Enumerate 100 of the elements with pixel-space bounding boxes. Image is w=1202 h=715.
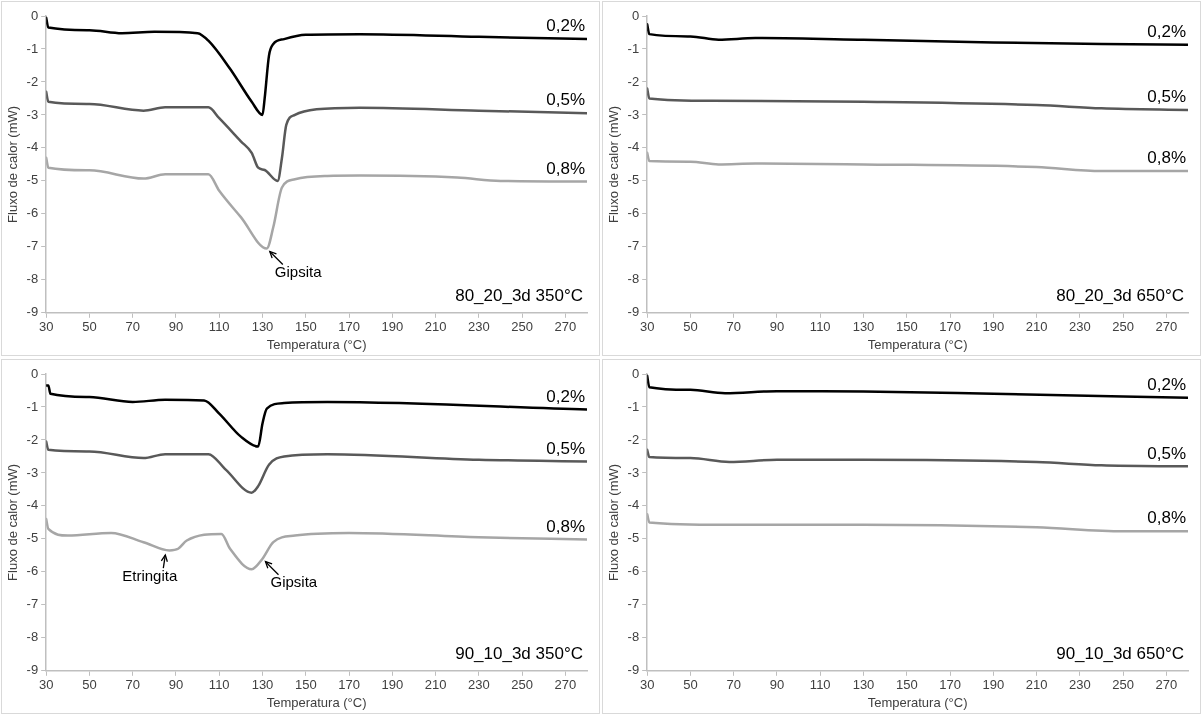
series-label: 0,5% [546,90,585,110]
x-tick-label: 210 [1025,319,1048,335]
annotation: Gipsita [274,263,323,281]
y-tick-label: 0 [631,7,640,23]
annotation: Gipsita [270,572,318,590]
x-tick-label: 270 [1155,676,1178,692]
y-axis-title: Fluxo de calor (mW) [5,463,21,581]
x-axis-title: Temperatura (°C) [867,336,968,352]
y-tick-label: -8 [26,628,39,644]
y-tick-label: 0 [30,7,39,23]
y-tick-label: -8 [627,271,640,287]
x-tick-label: 210 [424,319,447,335]
x-axis-title: Temperatura (°C) [266,694,367,710]
line-series [647,373,1188,399]
x-tick-label: 30 [38,676,54,692]
x-tick-label: 70 [125,676,140,692]
y-tick-label: -6 [26,562,39,578]
line-series [46,90,587,183]
y-tick-label: -3 [26,464,39,480]
y-tick-label: -5 [26,172,39,188]
x-tick-label: 190 [381,676,404,692]
x-tick-label: 250 [511,319,533,335]
line-series [647,512,1188,533]
x-tick-label: 170 [939,676,961,692]
x-tick-label: 130 [852,676,875,692]
line-series [647,151,1188,173]
y-tick-label: -2 [26,73,39,89]
series-label: 0,2% [546,16,585,36]
y-tick-label: -5 [627,172,640,188]
series-label: 0,8% [1147,507,1186,527]
line-series [647,87,1188,112]
y-tick-label: -6 [26,205,39,221]
x-tick-label: 190 [381,319,404,335]
y-tick-label: -1 [627,398,640,414]
y-tick-label: -4 [627,496,640,512]
x-tick-label: 130 [852,319,875,335]
y-tick-label: -9 [627,661,640,677]
y-tick-label: -7 [627,238,640,254]
x-tick-label: 90 [168,676,184,692]
y-tick-label: -2 [26,431,39,447]
x-tick-label: 110 [208,676,230,692]
series-label: 0,8% [546,516,585,536]
series-label: 0,8% [546,158,585,178]
x-tick-label: 170 [338,676,360,692]
text: 90_10_3d 650°C [1056,643,1184,663]
y-tick-label: 0 [30,365,39,381]
x-tick-label: 250 [1112,319,1134,335]
x-tick-label: 230 [1068,319,1091,335]
y-tick-label: -8 [627,628,640,644]
y-tick-label: -5 [627,529,640,545]
series-label: 0,5% [546,438,585,458]
x-tick-label: 270 [554,676,577,692]
x-tick-label: 50 [82,319,97,335]
y-tick-label: -7 [26,238,39,254]
x-tick-label: 230 [467,319,490,335]
series-label: 0,5% [1147,87,1186,107]
y-tick-label: -1 [627,40,640,56]
y-tick-label: -4 [26,496,39,512]
x-tick-label: 250 [1112,676,1134,692]
x-tick-label: 110 [809,676,831,692]
x-tick-label: 150 [294,319,317,335]
x-tick-label: 70 [726,319,741,335]
x-tick-label: 210 [1025,676,1048,692]
line-series [46,517,587,570]
y-tick-label: -4 [26,139,39,155]
x-tick-label: 90 [769,676,785,692]
y-tick-label: -6 [627,562,640,578]
y-tick-label: -4 [627,139,640,155]
series-label: 0,2% [1147,21,1186,41]
x-tick-label: 90 [168,319,184,335]
x-tick-label: 90 [769,319,785,335]
y-tick-label: -7 [26,595,39,611]
line-series [647,22,1188,46]
x-tick-label: 150 [895,676,918,692]
x-tick-label: 150 [895,319,918,335]
text: 80_20_3d 350°C [455,285,583,305]
x-tick-label: 250 [511,676,533,692]
y-tick-label: -3 [26,106,39,122]
y-tick-label: -9 [627,304,640,320]
x-tick-label: 30 [639,676,655,692]
y-tick-label: -1 [26,398,39,414]
series-label: 0,2% [546,386,585,406]
line-series [46,16,587,117]
series-label: 0,2% [1147,374,1186,394]
x-tick-label: 70 [726,676,741,692]
text: 80_20_3d 650°C [1056,285,1184,305]
x-tick-label: 190 [982,319,1005,335]
x-tick-label: 210 [424,676,447,692]
x-tick-label: 230 [467,676,490,692]
x-tick-label: 50 [82,676,97,692]
y-tick-label: -7 [627,595,640,611]
y-axis-title: Fluxo de calor (mW) [606,463,622,581]
y-tick-label: -3 [627,464,640,480]
series-label: 0,5% [1147,443,1186,463]
y-tick-label: -9 [26,661,39,677]
y-tick-label: -8 [26,271,39,287]
x-tick-label: 270 [1155,319,1178,335]
x-tick-label: 30 [639,319,655,335]
series-label: 0,8% [1147,148,1186,168]
x-tick-label: 130 [251,676,274,692]
